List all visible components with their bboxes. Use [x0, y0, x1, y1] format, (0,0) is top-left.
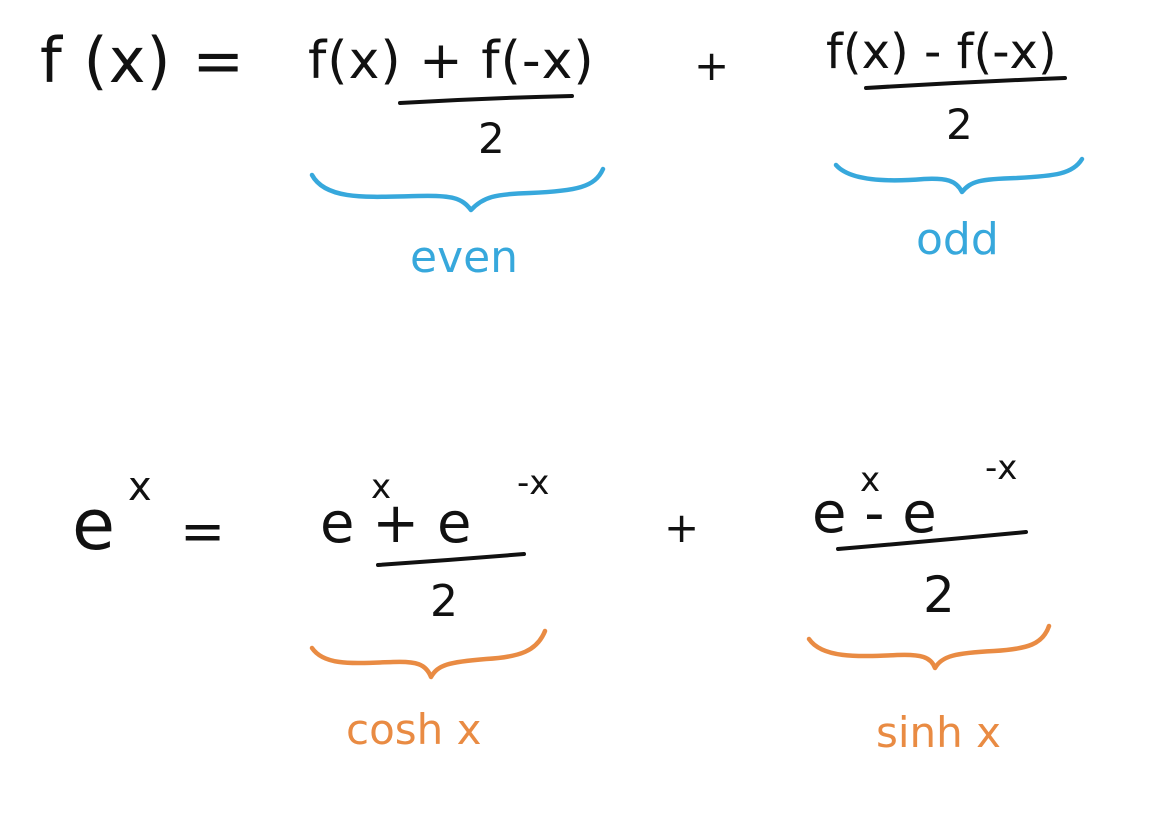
row2-plus: +	[664, 503, 700, 552]
row1-left-denominator: 2	[478, 114, 505, 163]
row2-right-exponent-2: -x	[985, 448, 1018, 488]
row2-right-denominator: 2	[923, 566, 955, 624]
odd-label: odd	[916, 214, 999, 265]
sinh-brace	[806, 623, 1052, 671]
odd-brace	[833, 156, 1085, 195]
even-brace	[309, 166, 606, 213]
row1-right-denominator: 2	[946, 100, 973, 149]
row2-left-fraction-bar	[376, 552, 526, 567]
row2-lhs-base: e	[72, 484, 116, 566]
row1-plus: +	[694, 41, 730, 90]
row2-left-exponent-2: -x	[517, 463, 550, 503]
row1-lhs: f (x) =	[40, 24, 246, 97]
row2-lhs-exponent: x	[128, 464, 152, 510]
row2-right-fraction-bar	[836, 530, 1028, 551]
row2-left-numerator: e + e	[320, 491, 472, 556]
row2-equals: =	[180, 500, 226, 563]
sinh-label: sinh x	[876, 708, 1001, 757]
row1-right-fraction-bar	[864, 76, 1067, 90]
row2-left-exponent-1: x	[371, 467, 392, 507]
cosh-brace	[309, 628, 548, 680]
cosh-label: cosh x	[346, 705, 482, 754]
row2-right-numerator: e - e	[812, 481, 937, 546]
row2-right-exponent-1: x	[860, 460, 881, 500]
row2-left-denominator: 2	[430, 576, 458, 627]
row1-right-numerator: f(x) - f(-x)	[826, 24, 1057, 80]
row1-left-numerator: f(x) + f(-x)	[308, 31, 595, 91]
even-label: even	[410, 232, 519, 283]
row1-left-fraction-bar	[398, 94, 574, 105]
